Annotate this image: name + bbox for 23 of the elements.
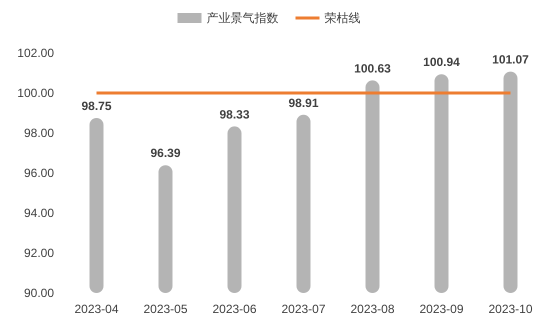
- data-label: 98.91: [288, 96, 319, 110]
- x-tick-label: 2023-08: [350, 302, 395, 316]
- legend-label: 产业景气指数: [206, 11, 278, 26]
- data-label: 98.33: [219, 107, 250, 122]
- x-tick-label: 2023-10: [488, 302, 533, 316]
- x-tick-label: 2023-09: [419, 302, 464, 316]
- y-tick-label: 92.00: [24, 246, 54, 260]
- y-tick-label: 90.00: [24, 286, 54, 300]
- y-tick-label: 94.00: [24, 206, 54, 220]
- y-tick-label: 100.00: [17, 86, 54, 100]
- data-label: 100.94: [423, 55, 460, 70]
- y-tick-label: 96.00: [24, 166, 54, 180]
- legend-label: 荣枯线: [324, 11, 360, 26]
- x-tick-label: 2023-04: [74, 302, 119, 316]
- data-label: 96.39: [150, 146, 181, 160]
- x-tick-label: 2023-06: [212, 302, 257, 316]
- y-tick-label: 98.00: [24, 126, 54, 140]
- x-tick-label: 2023-07: [281, 302, 326, 316]
- x-tick-label: 2023-05: [143, 302, 188, 316]
- data-label: 101.07: [492, 52, 530, 67]
- data-label: 98.75: [81, 99, 112, 113]
- data-label: 100.63: [354, 61, 392, 76]
- y-tick-label: 102.00: [17, 46, 54, 60]
